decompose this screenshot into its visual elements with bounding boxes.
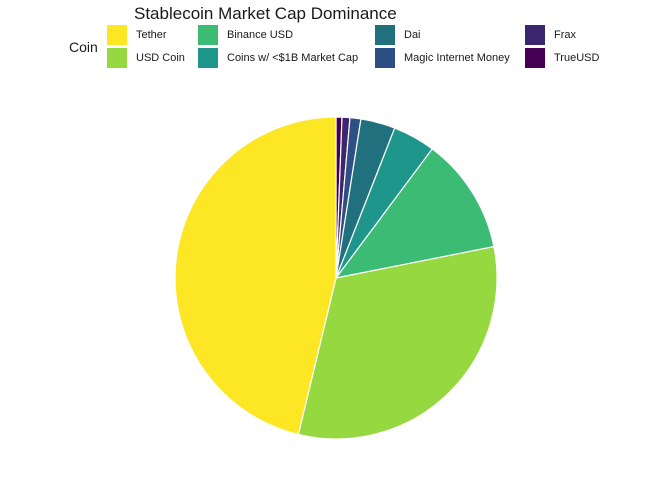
legend-key-coins-under-1b: [198, 48, 218, 68]
pie-slice-binance-usd: [334, 148, 495, 279]
legend-label-frax: Frax: [554, 29, 576, 41]
legend-label-usd-coin: USD Coin: [136, 52, 185, 64]
legend-key-usd-coin: [107, 48, 127, 68]
legend-label-tether: Tether: [136, 29, 167, 41]
legend-item-coins-under-1b: Coins w/ <$1B Market Cap: [198, 48, 358, 68]
legend-label-dai: Dai: [404, 29, 421, 41]
legend-key-magic-internet-money: [375, 48, 395, 68]
legend-key-binance-usd: [198, 25, 218, 45]
pie-slice-tether: [174, 116, 337, 436]
legend-label-trueusd: TrueUSD: [554, 52, 600, 64]
legend-item-trueusd: TrueUSD: [525, 48, 599, 68]
legend-key-trueusd: [525, 48, 545, 68]
chart-title: Stablecoin Market Cap Dominance: [134, 4, 397, 23]
legend-key-tether: [107, 25, 127, 45]
legend-label-magic-internet-money: Magic Internet Money: [404, 52, 510, 64]
legend-label-binance-usd: Binance USD: [227, 29, 294, 41]
legend-label-coins-under-1b: Coins w/ <$1B Market Cap: [227, 52, 359, 64]
legend-item-binance-usd: Binance USD: [198, 25, 293, 45]
legend-item-usd-coin: USD Coin: [107, 48, 185, 68]
legend-key-dai: [375, 25, 395, 45]
legend-item-frax: Frax: [525, 25, 576, 45]
legend-item-dai: Dai: [375, 25, 421, 45]
legend-key-frax: [525, 25, 545, 45]
legend-item-magic-internet-money: Magic Internet Money: [375, 48, 510, 68]
pie-slice-usd-coin: [297, 245, 498, 440]
legend-title: Coin: [69, 39, 98, 55]
legend-item-tether: Tether: [107, 25, 167, 45]
